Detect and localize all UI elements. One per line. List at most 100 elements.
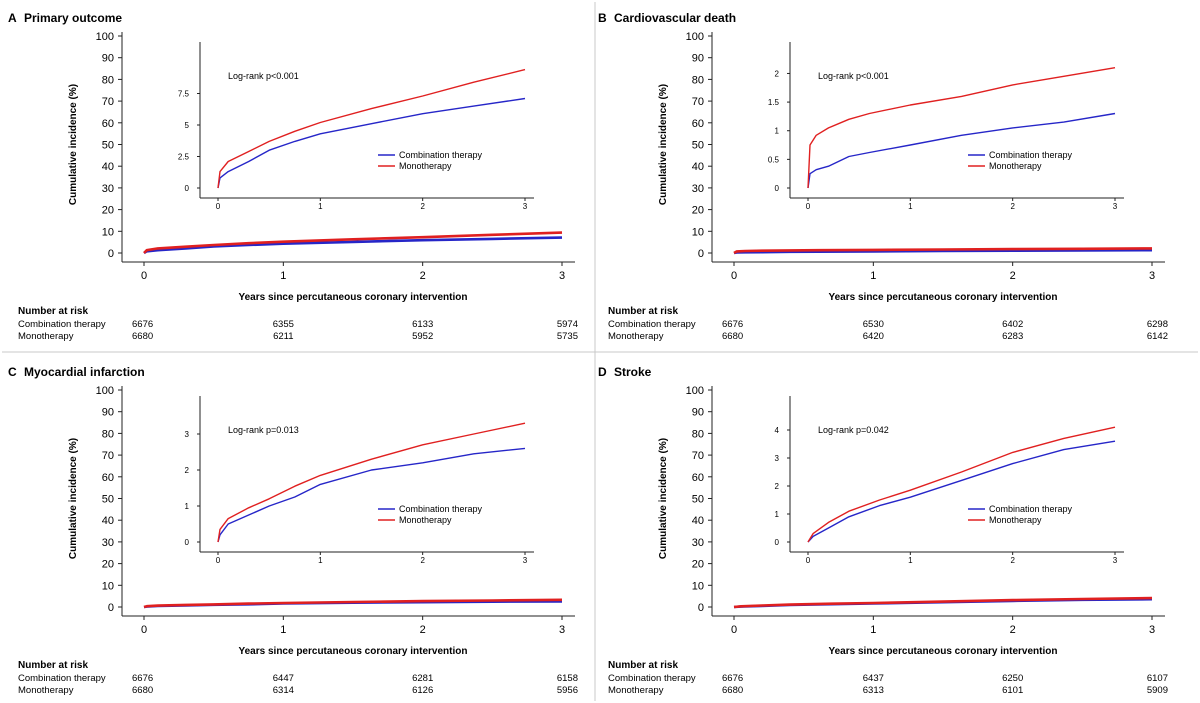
risk-value: 6437 xyxy=(863,673,884,684)
inset-x-tick-label: 0 xyxy=(806,202,811,211)
x-axis-title: Years since percutaneous coronary interv… xyxy=(829,292,1058,303)
panel-title: Stroke xyxy=(614,365,652,379)
panel-letter: D xyxy=(598,365,607,379)
main-curve-monotherapy xyxy=(143,231,563,254)
legend-label: Monotherapy xyxy=(989,161,1042,171)
main-curve-monotherapy xyxy=(143,598,563,609)
inset-y-tick-label: 2.5 xyxy=(178,153,190,162)
y-tick-label: 80 xyxy=(692,428,704,440)
y-tick-label: 30 xyxy=(102,537,114,549)
y-tick-label: 80 xyxy=(692,74,704,86)
y-tick-label: 90 xyxy=(692,407,704,419)
risk-value: 6101 xyxy=(1002,685,1023,696)
number-at-risk-header: Number at risk xyxy=(608,660,678,671)
risk-row-label: Combination therapy xyxy=(608,319,696,330)
risk-value: 6680 xyxy=(722,331,743,342)
x-tick-label: 2 xyxy=(1010,270,1016,282)
y-tick-label: 10 xyxy=(102,580,114,592)
risk-value: 6402 xyxy=(1002,319,1023,330)
risk-value: 5956 xyxy=(557,685,578,696)
inset-y-tick-label: 2 xyxy=(185,466,190,475)
y-tick-label: 90 xyxy=(692,53,704,65)
y-axis-title: Cumulative incidence (%) xyxy=(658,438,669,559)
y-tick-label: 0 xyxy=(698,248,704,260)
inset-curve-monotherapy xyxy=(807,67,1116,189)
risk-value: 6126 xyxy=(412,685,433,696)
risk-value: 6676 xyxy=(722,673,743,684)
inset-x-tick-label: 0 xyxy=(216,556,221,565)
x-tick-label: 1 xyxy=(280,270,286,282)
inset-x-tick-label: 2 xyxy=(1010,202,1015,211)
inset-y-tick-label: 7.5 xyxy=(178,90,190,99)
inset-y-tick-label: 5 xyxy=(185,121,190,130)
risk-value: 5735 xyxy=(557,331,578,342)
inset-x-tick-label: 0 xyxy=(216,202,221,211)
y-tick-label: 90 xyxy=(102,53,114,65)
risk-value: 6676 xyxy=(132,673,153,684)
y-tick-label: 70 xyxy=(102,450,114,462)
y-tick-label: 60 xyxy=(692,118,704,130)
log-rank-annotation: Log-rank p<0.001 xyxy=(228,71,299,81)
log-rank-annotation: Log-rank p=0.013 xyxy=(228,425,299,435)
inset-x-tick-label: 0 xyxy=(806,556,811,565)
y-tick-label: 0 xyxy=(108,248,114,260)
inset-x-tick-label: 1 xyxy=(318,202,323,211)
inset-plot: 0 0.5 1 1.5 2 0 1 2 3 Log-rank p<0.001 Combination… xyxy=(768,42,1124,211)
x-tick-label: 3 xyxy=(559,624,565,636)
legend-label: Monotherapy xyxy=(399,161,452,171)
inset-x-tick-label: 3 xyxy=(523,556,528,565)
x-tick-label: 0 xyxy=(731,270,737,282)
y-tick-label: 0 xyxy=(108,602,114,614)
risk-row-label: Monotherapy xyxy=(608,685,664,696)
legend-label: Monotherapy xyxy=(989,515,1042,525)
inset-x-tick-label: 2 xyxy=(420,202,425,211)
y-tick-label: 60 xyxy=(102,118,114,130)
inset-plot: 0 1 2 3 4 0 1 2 3 Log-rank p=0.042 Combination the… xyxy=(775,396,1124,565)
y-tick-label: 30 xyxy=(102,183,114,195)
inset-x-tick-label: 1 xyxy=(908,202,913,211)
risk-value: 6250 xyxy=(1002,673,1023,684)
inset-y-tick-label: 1 xyxy=(775,127,780,136)
legend-label: Monotherapy xyxy=(399,515,452,525)
panel-b: B Cardiovascular death0102030405060708090… xyxy=(598,11,1168,342)
x-axis-title: Years since percutaneous coronary interv… xyxy=(829,646,1058,657)
y-tick-label: 20 xyxy=(102,205,114,217)
y-tick-label: 50 xyxy=(692,140,704,152)
risk-row-label: Monotherapy xyxy=(608,331,664,342)
risk-row-label: Combination therapy xyxy=(18,673,106,684)
y-tick-label: 20 xyxy=(102,559,114,571)
x-tick-label: 2 xyxy=(420,624,426,636)
risk-value: 5909 xyxy=(1147,685,1168,696)
inset-curve-combination-therapy xyxy=(807,112,1116,189)
inset-curve-combination-therapy xyxy=(217,447,526,543)
y-tick-label: 60 xyxy=(692,472,704,484)
y-tick-label: 60 xyxy=(102,472,114,484)
y-tick-label: 20 xyxy=(692,205,704,217)
inset-plot: 0 1 2 3 0 1 2 3 Log-rank p=0.013 Combination ther… xyxy=(185,396,534,565)
x-tick-label: 3 xyxy=(559,270,565,282)
x-tick-label: 3 xyxy=(1149,624,1155,636)
legend-label: Combination therapy xyxy=(399,504,483,514)
panel-letter: C xyxy=(8,365,17,379)
risk-value: 6676 xyxy=(132,319,153,330)
x-axis-title: Years since percutaneous coronary interv… xyxy=(239,646,468,657)
y-tick-label: 50 xyxy=(692,494,704,506)
risk-value: 6420 xyxy=(863,331,884,342)
inset-y-tick-label: 0 xyxy=(185,538,190,547)
y-tick-label: 90 xyxy=(102,407,114,419)
panel-letter: A xyxy=(8,11,17,25)
risk-value: 6133 xyxy=(412,319,433,330)
risk-value: 6211 xyxy=(273,331,293,342)
inset-y-tick-label: 0 xyxy=(775,538,780,547)
inset-y-tick-label: 4 xyxy=(775,426,780,435)
log-rank-annotation: Log-rank p=0.042 xyxy=(818,425,889,435)
panel-title: Cardiovascular death xyxy=(614,11,736,25)
number-at-risk-header: Number at risk xyxy=(18,660,88,671)
inset-y-tick-label: 3 xyxy=(775,454,780,463)
inset-y-tick-label: 1.5 xyxy=(768,98,780,107)
inset-curve-monotherapy xyxy=(807,426,1116,543)
y-tick-label: 40 xyxy=(102,515,114,527)
x-tick-label: 0 xyxy=(731,624,737,636)
